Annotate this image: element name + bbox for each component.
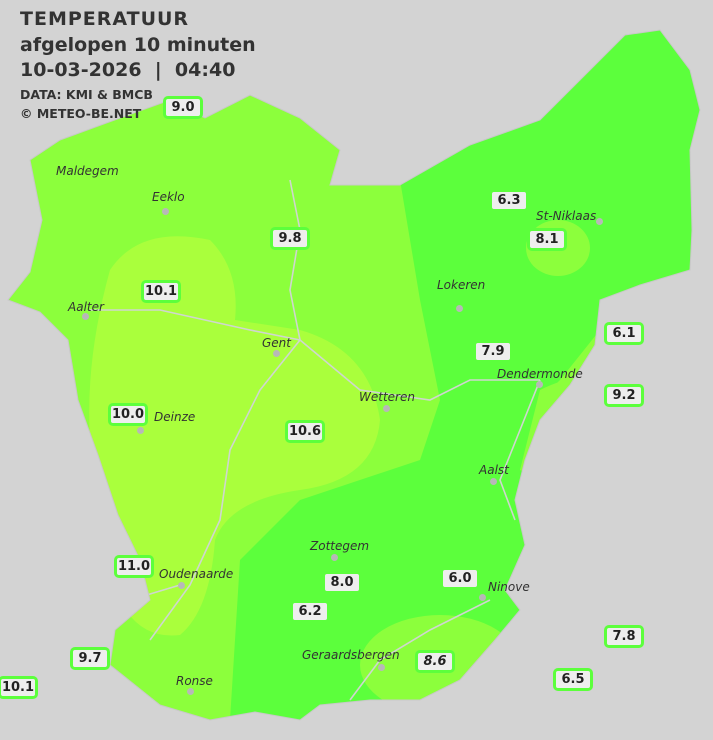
town-dot	[82, 313, 89, 320]
town-label: Ninove	[488, 580, 530, 594]
map-subtitle: afgelopen 10 minuten	[20, 34, 256, 56]
town-dot	[456, 305, 463, 312]
town-dot	[187, 688, 194, 695]
data-source: DATA: KMI & BMCB	[20, 87, 153, 102]
town-dot	[331, 554, 338, 561]
temperature-label: 8.0	[322, 571, 362, 594]
town-dot	[479, 594, 486, 601]
town-label: Wetteren	[359, 390, 415, 404]
temperature-label: 9.8	[270, 227, 310, 250]
town-dot	[178, 582, 185, 589]
town-dot	[273, 350, 280, 357]
temperature-label: 6.2	[290, 600, 330, 623]
town-label: Dendermonde	[497, 367, 583, 381]
temperature-label: 6.5	[553, 668, 593, 691]
temperature-label: 7.8	[604, 625, 644, 648]
copyright: © METEO-BE.NET	[20, 106, 142, 121]
town-label: Aalter	[68, 300, 104, 314]
temperature-label: 7.9	[473, 340, 513, 363]
town-label: Oudenaarde	[159, 567, 234, 581]
temperature-label: 10.0	[108, 403, 148, 426]
temperature-label: 11.0	[114, 555, 154, 578]
town-dot	[378, 664, 385, 671]
temperature-label: 9.2	[604, 384, 644, 407]
town-label: Aalst	[479, 463, 509, 477]
temperature-label: 6.3	[489, 189, 529, 212]
town-label: Geraardsbergen	[302, 648, 400, 662]
town-dot	[137, 427, 144, 434]
town-label: Gent	[262, 336, 291, 350]
town-label: St-Niklaas	[536, 209, 597, 223]
town-label: Zottegem	[310, 539, 370, 553]
town-dot	[162, 208, 169, 215]
town-label: Maldegem	[56, 164, 119, 178]
temperature-label: 8.6	[415, 650, 455, 673]
town-label: Lokeren	[437, 278, 486, 292]
town-dot	[383, 405, 390, 412]
temperature-label: 10.1	[0, 676, 38, 699]
town-dot	[536, 381, 543, 388]
temperature-label: 9.7	[70, 647, 110, 670]
town-label: Deinze	[154, 410, 196, 424]
zone-6-8	[230, 30, 700, 720]
temperature-label: 6.0	[440, 567, 480, 590]
map-title: TEMPERATUUR	[20, 8, 190, 30]
temperature-label: 10.1	[141, 280, 181, 303]
town-label: Eeklo	[152, 190, 185, 204]
map-datetime: 10-03-2026 | 04:40	[20, 59, 236, 81]
town-dot	[596, 218, 603, 225]
temperature-label: 10.6	[285, 420, 325, 443]
province-border	[7, 29, 701, 721]
town-label: Ronse	[176, 674, 213, 688]
temperature-label: 9.0	[163, 96, 203, 119]
temperature-label: 6.1	[604, 322, 644, 345]
temperature-label: 8.1	[527, 228, 567, 251]
town-dot	[490, 478, 497, 485]
zone-10-12	[89, 236, 381, 636]
rivers	[90, 179, 541, 701]
